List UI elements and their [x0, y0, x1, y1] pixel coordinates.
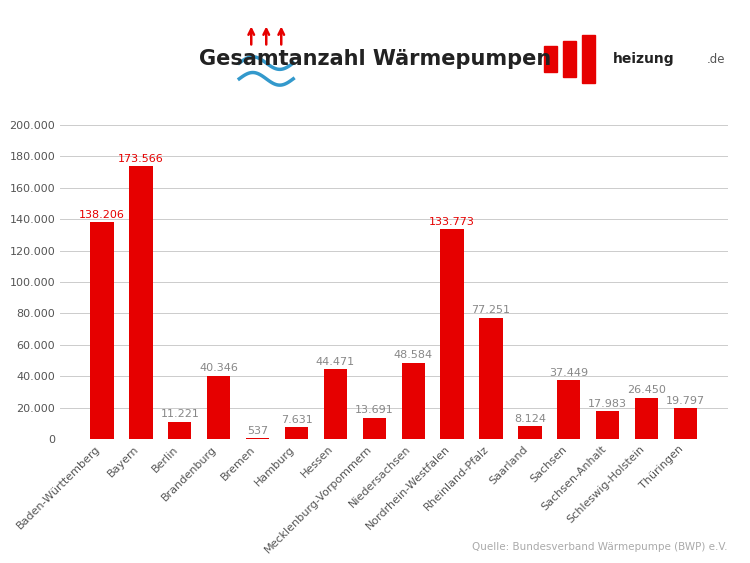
Text: 19.797: 19.797 — [666, 396, 705, 406]
Bar — [635, 397, 658, 439]
Text: 17.983: 17.983 — [588, 399, 627, 409]
Text: 537: 537 — [247, 426, 268, 436]
Text: 44.471: 44.471 — [316, 357, 355, 367]
Text: 133.773: 133.773 — [429, 217, 475, 226]
Bar — [168, 422, 191, 439]
Bar — [582, 35, 596, 83]
Bar — [129, 167, 152, 439]
Bar — [557, 380, 580, 439]
Text: 173.566: 173.566 — [118, 154, 164, 164]
Text: Quelle: Bundesverband Wärmepumpe (BWP) e.V.: Quelle: Bundesverband Wärmepumpe (BWP) e… — [472, 542, 728, 552]
Text: heizung: heizung — [613, 52, 674, 66]
Bar — [674, 408, 698, 439]
Text: 138.206: 138.206 — [79, 209, 125, 220]
Text: 37.449: 37.449 — [549, 368, 588, 378]
Bar — [363, 418, 386, 439]
Bar — [544, 46, 557, 72]
Text: 40.346: 40.346 — [200, 363, 238, 373]
Bar — [440, 229, 464, 439]
Bar — [518, 426, 542, 439]
Bar — [479, 318, 502, 439]
Bar — [563, 41, 576, 77]
Text: 13.691: 13.691 — [355, 405, 394, 415]
Bar — [90, 222, 114, 439]
Text: 7.631: 7.631 — [280, 415, 313, 425]
Bar — [401, 363, 424, 439]
Text: 8.124: 8.124 — [514, 414, 546, 424]
Bar — [324, 369, 347, 439]
Bar — [596, 411, 619, 439]
Text: 26.450: 26.450 — [627, 385, 666, 395]
Text: .de: .de — [706, 52, 725, 66]
Text: Gesamtanzahl Wärmepumpen: Gesamtanzahl Wärmepumpen — [199, 49, 551, 69]
Text: 48.584: 48.584 — [394, 350, 433, 360]
Text: 11.221: 11.221 — [160, 409, 200, 419]
Text: 77.251: 77.251 — [472, 305, 511, 315]
Bar — [207, 376, 230, 439]
Bar — [285, 427, 308, 439]
